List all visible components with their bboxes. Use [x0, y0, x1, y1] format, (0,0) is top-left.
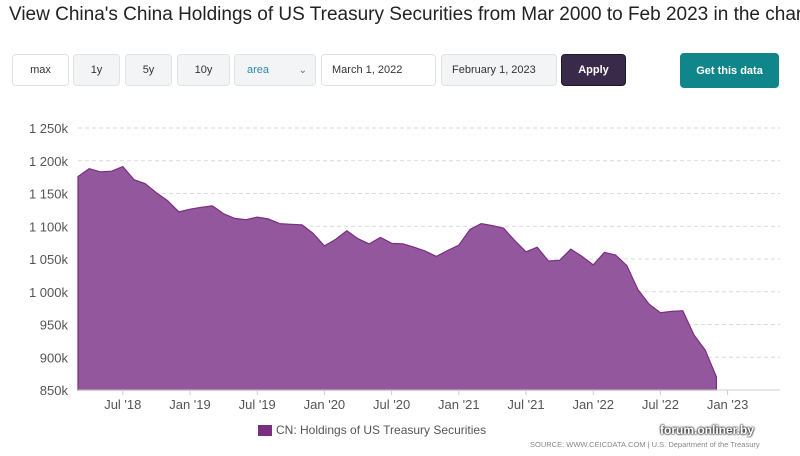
range-10y-button[interactable]: 10y: [177, 54, 230, 86]
data-point[interactable]: [513, 239, 517, 243]
data-point[interactable]: [378, 235, 382, 239]
x-tick-label: Jul '19: [239, 397, 276, 412]
data-point[interactable]: [199, 205, 203, 209]
data-point[interactable]: [703, 348, 707, 352]
data-point[interactable]: [87, 167, 91, 171]
data-point[interactable]: [311, 232, 315, 236]
data-point[interactable]: [222, 212, 226, 216]
data-point[interactable]: [591, 263, 595, 267]
data-point[interactable]: [569, 247, 573, 251]
data-point[interactable]: [300, 223, 304, 227]
data-point[interactable]: [322, 244, 326, 248]
data-point[interactable]: [636, 288, 640, 292]
x-tick-label: Jan '19: [169, 397, 211, 412]
data-point[interactable]: [602, 250, 606, 254]
data-point[interactable]: [390, 241, 394, 245]
y-tick-label: 1 200k: [29, 154, 69, 169]
data-point[interactable]: [714, 375, 718, 379]
data-point[interactable]: [278, 222, 282, 226]
data-point[interactable]: [188, 207, 192, 211]
data-point[interactable]: [412, 245, 416, 249]
data-point[interactable]: [76, 175, 80, 179]
y-tick-label: 1 250k: [29, 121, 69, 136]
y-tick-label: 1 100k: [29, 219, 69, 234]
data-point[interactable]: [647, 302, 651, 306]
data-point[interactable]: [670, 309, 674, 313]
data-point[interactable]: [468, 228, 472, 232]
y-tick-label: 900k: [40, 350, 69, 365]
data-point[interactable]: [154, 191, 158, 195]
data-point[interactable]: [98, 170, 102, 174]
watermark: forum.onliner.by: [660, 423, 755, 437]
y-tick-label: 1 150k: [29, 187, 69, 202]
data-point[interactable]: [546, 259, 550, 263]
data-point[interactable]: [423, 249, 427, 253]
data-point[interactable]: [490, 224, 494, 228]
chart-type-value: area: [247, 64, 270, 76]
chart-type-select[interactable]: area ⌄: [234, 54, 316, 86]
data-point[interactable]: [457, 243, 461, 247]
data-point[interactable]: [143, 182, 147, 186]
series-area[interactable]: [77, 165, 717, 391]
data-point[interactable]: [401, 242, 405, 246]
x-tick-label: Jul '22: [642, 397, 679, 412]
start-date-field[interactable]: March 1, 2022: [321, 54, 436, 86]
x-tick-label: Jul '18: [104, 397, 141, 412]
chart-legend[interactable]: CN: Holdings of US Treasury Securities: [258, 423, 486, 437]
data-point[interactable]: [166, 199, 170, 203]
data-point[interactable]: [132, 178, 136, 182]
apply-button[interactable]: Apply: [561, 54, 626, 86]
chevron-down-icon: ⌄: [298, 64, 307, 76]
x-tick-label: Jan '22: [572, 397, 614, 412]
x-tick-label: Jan '20: [304, 397, 346, 412]
data-point[interactable]: [110, 169, 114, 173]
y-tick-label: 1 050k: [29, 252, 69, 267]
data-point[interactable]: [210, 204, 214, 208]
data-point[interactable]: [434, 254, 438, 258]
get-data-button[interactable]: Get this data: [680, 53, 779, 88]
data-point[interactable]: [614, 253, 618, 257]
x-tick-label: Jan '23: [707, 397, 749, 412]
data-point[interactable]: [692, 333, 696, 337]
data-point[interactable]: [255, 215, 259, 219]
data-point[interactable]: [558, 258, 562, 262]
legend-swatch: [258, 424, 272, 436]
data-point[interactable]: [479, 222, 483, 226]
range-max-button[interactable]: max: [12, 54, 69, 86]
area-chart: 1 250k 1 200k 1 150k 1 100k 1 050k 1 000k 950k…: [29, 121, 780, 412]
range-1y-button[interactable]: 1y: [73, 54, 120, 86]
data-point[interactable]: [625, 264, 629, 268]
x-tick-label: Jul '20: [373, 397, 410, 412]
data-point[interactable]: [502, 226, 506, 230]
data-point[interactable]: [289, 222, 293, 226]
data-point[interactable]: [658, 311, 662, 315]
x-tick-label: Jan '21: [438, 397, 480, 412]
y-tick-label: 1 000k: [29, 285, 69, 300]
end-date-field[interactable]: February 1, 2023: [441, 54, 557, 86]
legend-label: CN: Holdings of US Treasury Securities: [276, 423, 487, 437]
data-point[interactable]: [266, 217, 270, 221]
data-point[interactable]: [356, 237, 360, 241]
x-tick-label: Jul '21: [507, 397, 544, 412]
data-point[interactable]: [580, 254, 584, 258]
data-point[interactable]: [535, 245, 539, 249]
data-point[interactable]: [446, 249, 450, 253]
data-point[interactable]: [121, 165, 125, 169]
data-point[interactable]: [177, 210, 181, 214]
data-point[interactable]: [334, 237, 338, 241]
y-tick-label: 950k: [40, 318, 69, 333]
data-point[interactable]: [233, 216, 237, 220]
source-note: SOURCE: WWW.CEICDATA.COM | U.S. Departme…: [530, 440, 760, 449]
y-tick-label: 850k: [40, 383, 69, 398]
data-point[interactable]: [244, 218, 248, 222]
data-point[interactable]: [681, 309, 685, 313]
data-point[interactable]: [524, 250, 528, 254]
data-point[interactable]: [367, 242, 371, 246]
range-5y-button[interactable]: 5y: [125, 54, 172, 86]
data-point[interactable]: [345, 229, 349, 233]
page-title: View China's China Holdings of US Treasu…: [9, 4, 800, 25]
